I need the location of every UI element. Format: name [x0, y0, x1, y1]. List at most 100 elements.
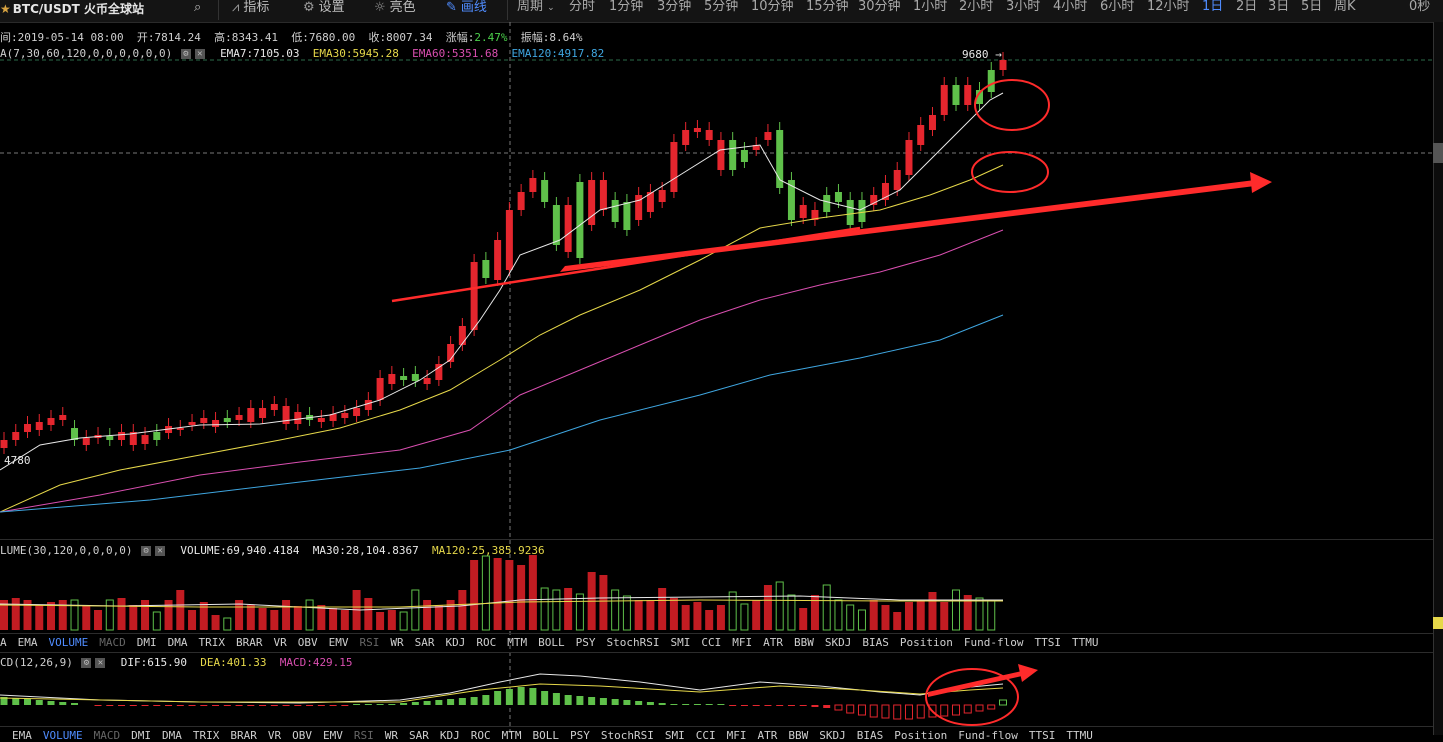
- gear-icon[interactable]: ⚙: [180, 49, 191, 59]
- indicator-tab[interactable]: VR: [273, 636, 287, 649]
- indicator-tab[interactable]: OBV: [292, 729, 312, 742]
- indicator-tab[interactable]: ATR: [763, 636, 783, 649]
- indicator-tab[interactable]: KDJ: [439, 729, 460, 742]
- period-dropdown[interactable]: 周期 ⌄: [517, 0, 555, 18]
- period-option[interactable]: 1分钟: [609, 0, 644, 14]
- indicator-tab[interactable]: MFI: [726, 729, 747, 742]
- indicator-tab[interactable]: EMA: [17, 636, 38, 649]
- indicator-tab[interactable]: WR: [390, 636, 404, 649]
- period-option[interactable]: 12小时: [1147, 0, 1190, 14]
- indicator-tab[interactable]: Fund-flow: [963, 636, 1024, 649]
- gear-icon[interactable]: ⚙: [81, 658, 92, 668]
- indicator-tab[interactable]: BRAR: [236, 636, 263, 649]
- period-option[interactable]: 3小时: [1006, 0, 1041, 14]
- top-toolbar: ★ BTC/USDT 火币全球站 ⌕ ⩘ 指标 ⚙ 设置 ☼ 亮色 ✎ 画线 周期 ⌄ 分时 1分钟…: [0, 0, 1443, 23]
- indicator-tab[interactable]: TTSI: [1034, 636, 1061, 649]
- indicator-tab[interactable]: VOLUME: [42, 729, 83, 742]
- favorite-star-icon[interactable]: ★: [0, 2, 11, 16]
- indicator-tab[interactable]: StochRSI: [600, 729, 654, 742]
- indicator-tab[interactable]: ROC: [476, 636, 497, 649]
- indicator-tab[interactable]: MTM: [501, 729, 522, 742]
- symbol-title[interactable]: ★ BTC/USDT 火币全球站: [0, 2, 144, 16]
- kline-chart[interactable]: [0, 22, 1433, 735]
- indicator-tab[interactable]: EMA: [12, 729, 32, 742]
- period-option[interactable]: 1日: [1202, 0, 1224, 14]
- indicator-tab[interactable]: SAR: [409, 729, 429, 742]
- indicator-tab[interactable]: PSY: [575, 636, 596, 649]
- indicator-tab[interactable]: Fund-flow: [958, 729, 1018, 742]
- indicator-tab[interactable]: BIAS: [856, 729, 884, 742]
- indicator-tab[interactable]: ROC: [470, 729, 491, 742]
- macd-bar: [799, 705, 807, 706]
- close-icon[interactable]: ✕: [95, 658, 106, 668]
- period-option[interactable]: 10分钟: [751, 0, 794, 14]
- theme-button[interactable]: ☼ 亮色: [374, 0, 416, 18]
- period-option[interactable]: 1小时: [913, 0, 948, 14]
- volume-bar: [446, 600, 455, 630]
- indicator-tab[interactable]: MACD: [93, 729, 121, 742]
- indicator-tab[interactable]: VR: [267, 729, 282, 742]
- period-option[interactable]: 5分钟: [704, 0, 739, 14]
- indicator-tab[interactable]: EMV: [323, 729, 343, 742]
- indicator-tab[interactable]: SAR: [414, 636, 435, 649]
- period-option[interactable]: 分时: [569, 0, 596, 14]
- indicator-button[interactable]: ⩘ 指标: [232, 0, 269, 18]
- period-option[interactable]: 15分钟: [806, 0, 849, 14]
- close-icon[interactable]: ✕: [194, 49, 205, 59]
- candle-body: [764, 132, 772, 140]
- indicator-tab[interactable]: A: [0, 636, 7, 649]
- indicator-tab[interactable]: WR: [384, 729, 398, 742]
- indicator-tab[interactable]: SKDJ: [819, 729, 846, 742]
- indicator-tab[interactable]: SMI: [664, 729, 685, 742]
- indicator-tab[interactable]: BBW: [793, 636, 814, 649]
- gear-icon[interactable]: ⚙: [141, 546, 152, 556]
- close-icon[interactable]: ✕: [155, 546, 166, 556]
- period-option[interactable]: 3分钟: [657, 0, 692, 14]
- indicator-tab[interactable]: MFI: [732, 636, 753, 649]
- indicator-tab[interactable]: ATR: [757, 729, 778, 742]
- indicator-tab[interactable]: PSY: [570, 729, 590, 742]
- period-option[interactable]: 2日: [1236, 0, 1258, 14]
- indicator-tab[interactable]: Position: [899, 636, 953, 649]
- indicator-tab[interactable]: OBV: [297, 636, 318, 649]
- indicator-tab[interactable]: MACD: [99, 636, 126, 649]
- indicator-tab[interactable]: VOLUME: [48, 636, 89, 649]
- draw-button[interactable]: ✎ 画线: [446, 0, 487, 18]
- indicator-tab[interactable]: CCI: [695, 729, 716, 742]
- indicator-tab[interactable]: BRAR: [230, 729, 257, 742]
- indicator-tab[interactable]: EMV: [328, 636, 349, 649]
- indicator-tab[interactable]: DMA: [167, 636, 188, 649]
- indicator-tab[interactable]: TTSI: [1028, 729, 1056, 742]
- indicator-tab[interactable]: StochRSI: [606, 636, 660, 649]
- indicator-tab[interactable]: TRIX: [192, 729, 220, 742]
- indicator-tab[interactable]: BIAS: [862, 636, 889, 649]
- indicator-tab[interactable]: TRIX: [198, 636, 226, 649]
- indicator-tab[interactable]: KDJ: [445, 636, 466, 649]
- indicator-tab[interactable]: TTMU: [1066, 729, 1093, 742]
- indicator-tab[interactable]: CCI: [701, 636, 722, 649]
- period-option[interactable]: 2小时: [959, 0, 994, 14]
- indicator-tab[interactable]: BBW: [788, 729, 809, 742]
- period-option[interactable]: 6小时: [1100, 0, 1135, 14]
- period-option[interactable]: 30分钟: [858, 0, 901, 14]
- period-option[interactable]: 3日: [1268, 0, 1290, 14]
- search-icon[interactable]: ⌕: [194, 0, 202, 15]
- indicator-tab[interactable]: DMA: [162, 729, 182, 742]
- settings-button[interactable]: ⚙ 设置: [303, 0, 345, 18]
- price-axis[interactable]: [1433, 22, 1443, 735]
- indicator-tab[interactable]: SMI: [670, 636, 691, 649]
- indicator-tab[interactable]: BOLL: [538, 636, 565, 649]
- indicator-tab[interactable]: RSI: [353, 729, 374, 742]
- indicator-tab[interactable]: DMI: [136, 636, 157, 649]
- volume-bar: [211, 615, 220, 630]
- period-option[interactable]: 4小时: [1053, 0, 1088, 14]
- period-option[interactable]: 5日: [1301, 0, 1323, 14]
- indicator-tab[interactable]: RSI: [359, 636, 380, 649]
- indicator-tab[interactable]: BOLL: [532, 729, 560, 742]
- indicator-tab[interactable]: SKDJ: [824, 636, 852, 649]
- indicator-tab[interactable]: Position: [894, 729, 948, 742]
- indicator-tab[interactable]: MTM: [507, 636, 528, 649]
- indicator-tab[interactable]: TTMU: [1071, 636, 1099, 649]
- indicator-tab[interactable]: DMI: [131, 729, 151, 742]
- period-option[interactable]: 周K: [1334, 0, 1356, 14]
